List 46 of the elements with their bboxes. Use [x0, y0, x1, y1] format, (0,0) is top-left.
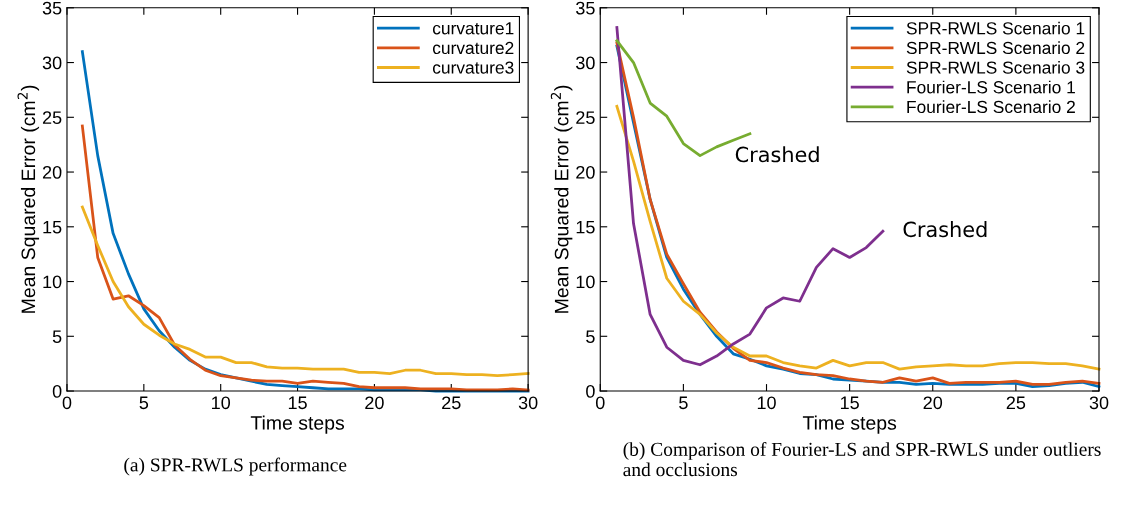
y-axis-title: Mean Squared Error (cm$^{2}$): [550, 85, 573, 313]
y-tick-label: 15: [43, 220, 62, 234]
y-tick-label: 0: [52, 384, 62, 398]
x-tick-label: 20: [923, 396, 943, 410]
y-tick-label: 5: [52, 330, 62, 344]
annotation: Crashed: [903, 221, 987, 238]
y-tick-label: 20: [576, 165, 595, 179]
legend-label: Fourier-LS Scenario 2: [907, 100, 1075, 114]
legend-label: curvature2: [432, 41, 514, 55]
y-tick-label: 35: [576, 1, 595, 15]
x-tick-label: 5: [679, 396, 688, 410]
legend-label: SPR-RWLS Scenario 1: [906, 21, 1085, 35]
x-tick-label: 10: [212, 396, 231, 410]
y-tick-label: 10: [576, 275, 595, 289]
x-axis-title: Time steps: [802, 415, 897, 434]
x-tick-label: 15: [288, 396, 307, 410]
y-tick-label: 20: [42, 165, 62, 179]
y-tick-label: 25: [42, 111, 62, 125]
y-tick-label: 25: [576, 111, 595, 125]
x-tick-label: 5: [139, 396, 149, 410]
x-tick-label: 15: [840, 396, 859, 410]
x-tick-label: 25: [1006, 396, 1026, 410]
y-tick-label: 30: [576, 56, 595, 70]
x-tick-label: 30: [1089, 396, 1109, 410]
y-axis-title: Mean Squared Error (cm$^{2}$): [17, 85, 40, 313]
x-tick-label: 30: [518, 396, 538, 410]
legend-label: SPR-RWLS Scenario 2: [906, 41, 1085, 55]
y-tick-label: 15: [576, 220, 595, 234]
y-tick-label: 30: [42, 56, 62, 70]
legend-label: curvature1: [432, 22, 514, 35]
y-tick-label: 5: [586, 330, 595, 344]
y-tick-label: 35: [42, 1, 62, 15]
x-axis-title: Time steps: [250, 415, 345, 434]
legend-label: SPR-RWLS Scenario 3: [906, 61, 1085, 74]
x-tick-label: 20: [365, 396, 384, 410]
text: (a) SPR-RWLS performance: [124, 457, 347, 476]
y-tick-label: 0: [586, 384, 595, 398]
annotation: Crashed: [735, 146, 819, 163]
legend-label: curvature3: [432, 61, 514, 74]
text: (b) Comparison of Fourier-LS and SPR-RWLS under outliers and occlusions: [623, 442, 1101, 477]
x-tick-label: 10: [757, 396, 776, 410]
y-tick-label: 10: [43, 275, 62, 289]
x-tick-label: 0: [62, 396, 72, 410]
legend-label: Fourier-LS Scenario 1: [907, 80, 1075, 94]
x-tick-label: 25: [442, 396, 461, 410]
x-tick-label: 0: [595, 396, 605, 410]
